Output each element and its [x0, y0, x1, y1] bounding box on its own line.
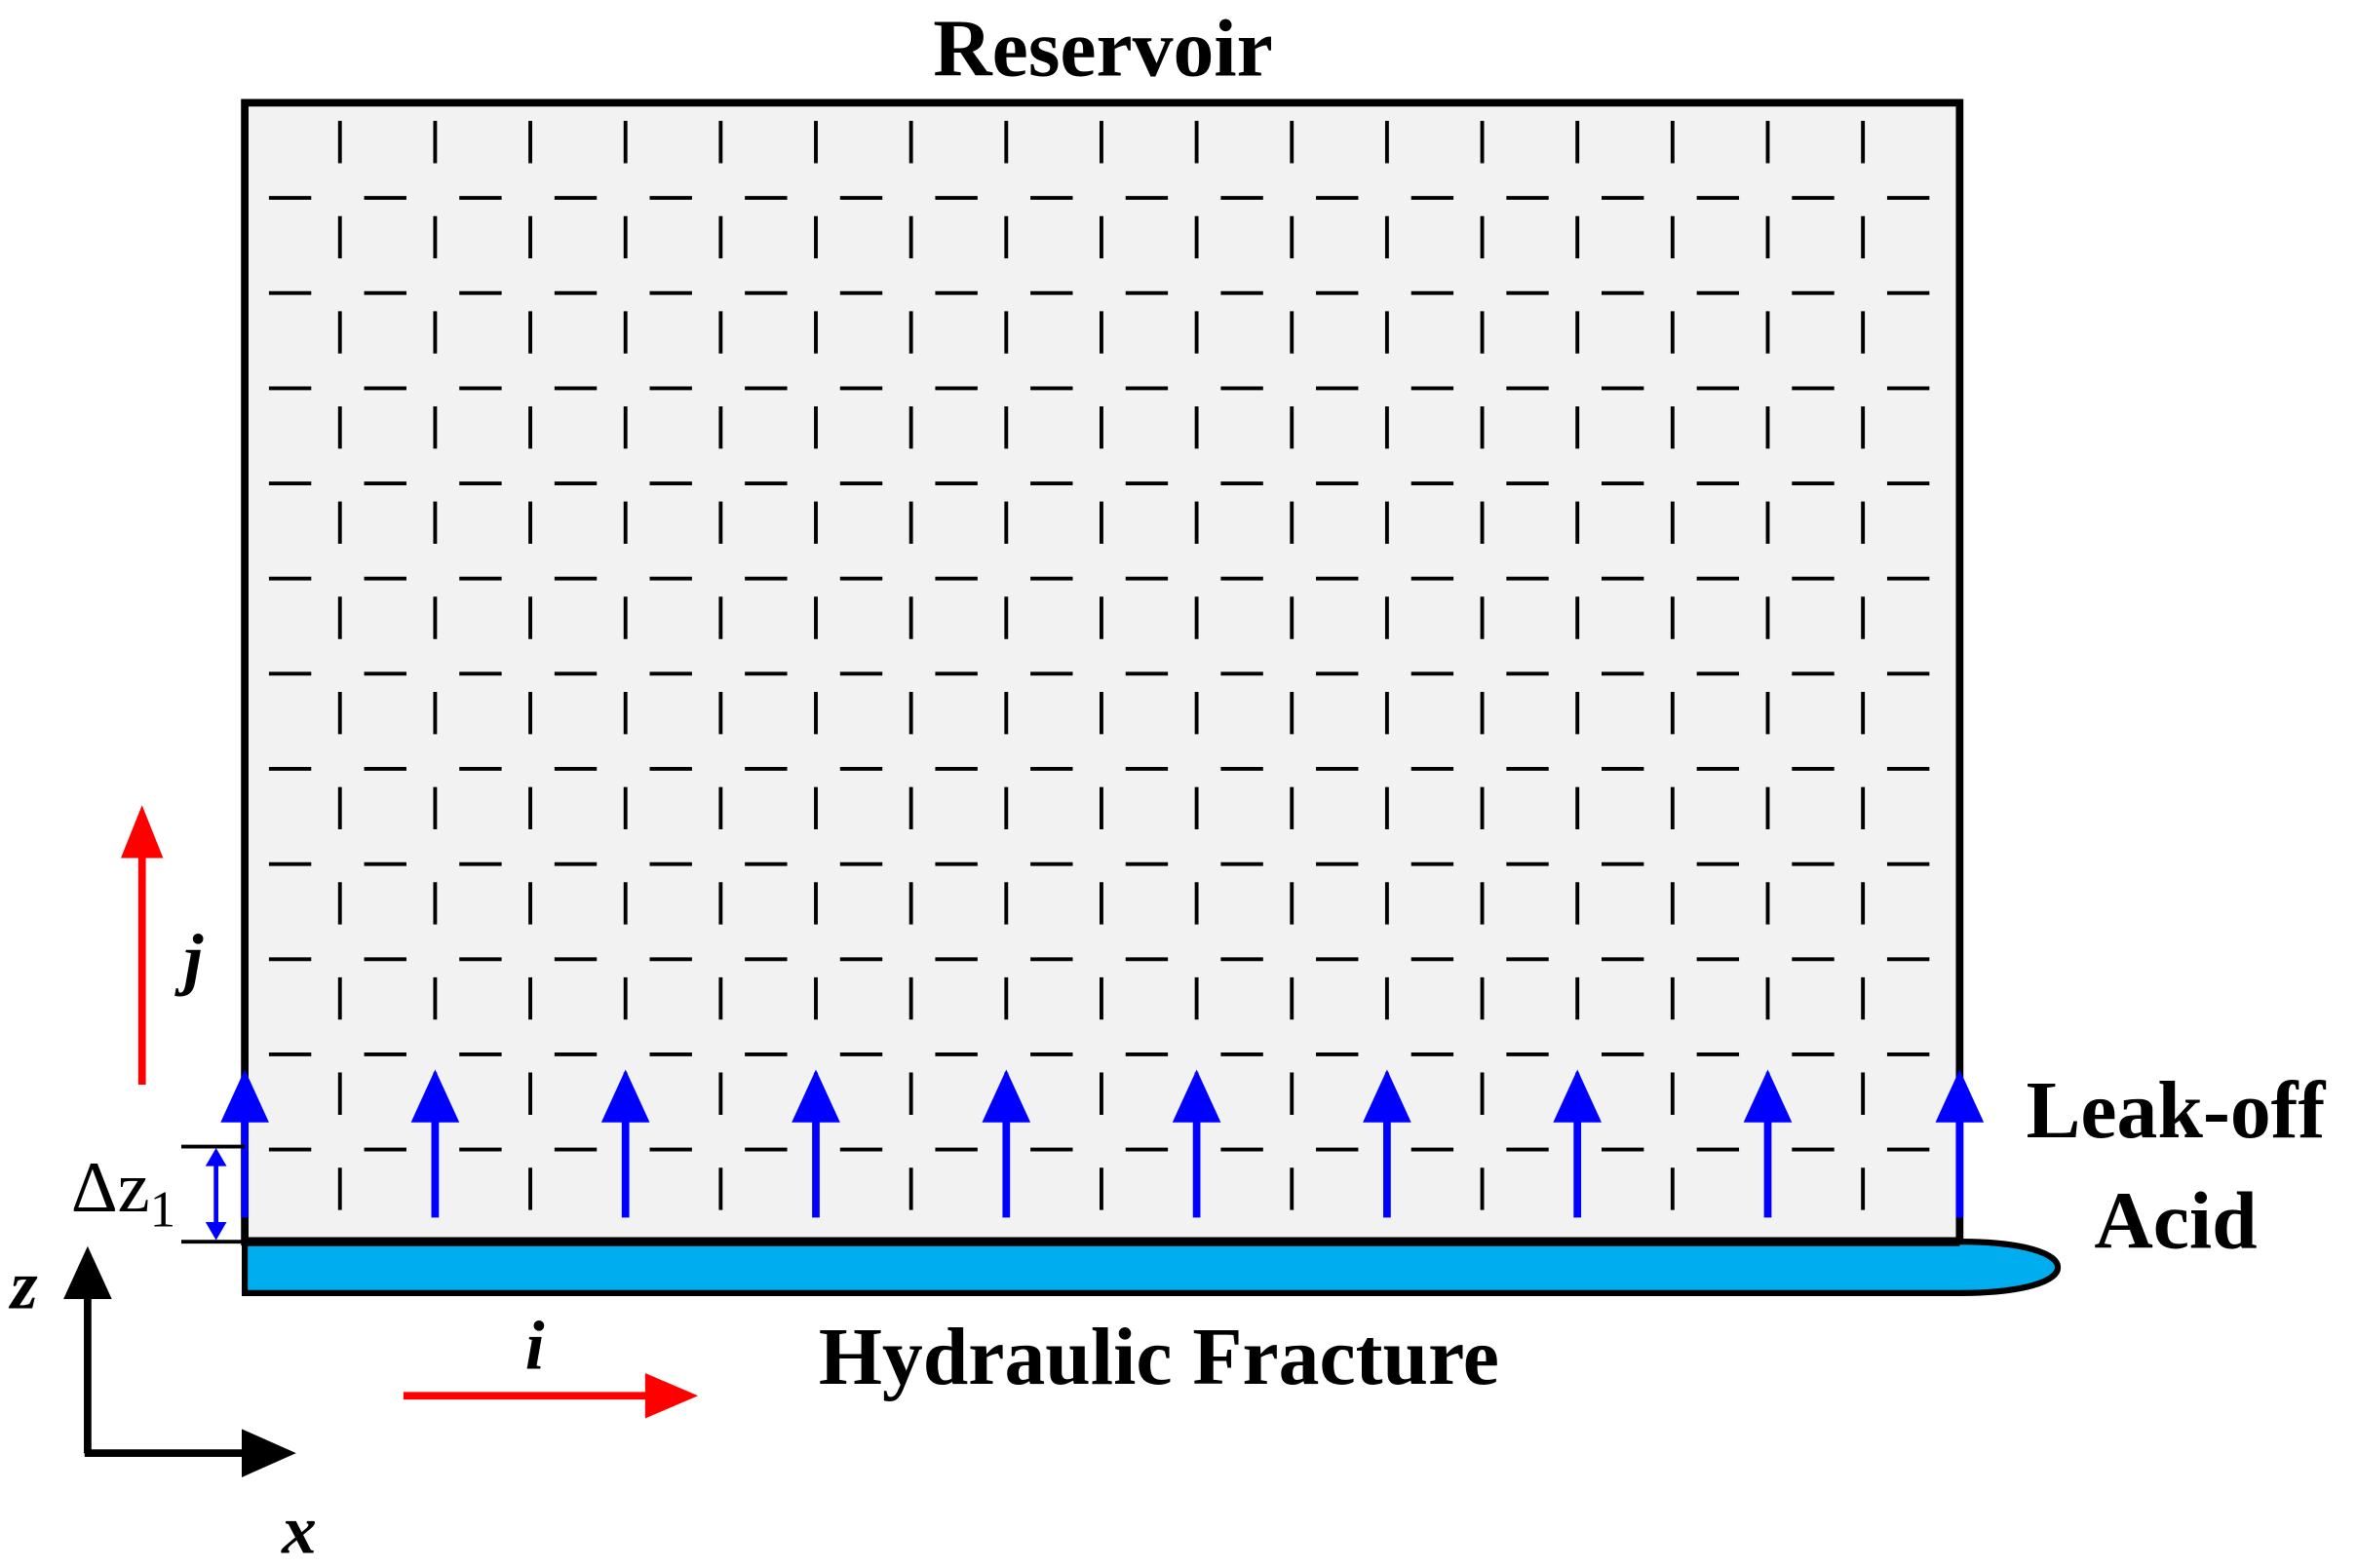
- leak-off-label: Leak-off: [2027, 1065, 2327, 1156]
- fracture-label: Hydraulic Fracture: [819, 1312, 1499, 1402]
- i-label: i: [525, 1307, 545, 1384]
- leak-off-arrow-head: [1172, 1069, 1221, 1123]
- leak-off-arrow-head: [982, 1069, 1031, 1123]
- leak-off-arrow-head: [410, 1069, 460, 1123]
- leak-off-arrow-head: [1363, 1069, 1411, 1123]
- leak-off-arrow-head: [600, 1069, 650, 1123]
- i-arrow-head: [644, 1373, 699, 1419]
- z-label: z: [8, 1246, 38, 1323]
- leak-off-arrow-head: [1553, 1069, 1602, 1123]
- fracture: [242, 1239, 2062, 1296]
- title: Reservoir: [933, 4, 1273, 95]
- j-label: j: [174, 921, 204, 998]
- leak-off-arrow-head: [1743, 1069, 1793, 1123]
- x-label: x: [281, 1491, 317, 1568]
- dz-label: Δz1: [71, 1148, 175, 1239]
- dz-subscript: 1: [150, 1182, 175, 1239]
- j-arrow-head: [121, 805, 164, 859]
- leak-off-arrow-head: [1935, 1069, 1985, 1123]
- leak-off-arrow-head: [220, 1069, 269, 1123]
- acid-label: Acid: [2094, 1175, 2257, 1266]
- dz-symbol: Δz: [71, 1148, 150, 1228]
- z-axis-head: [63, 1245, 112, 1300]
- leak-off-arrows: [220, 1069, 1985, 1218]
- x-axis-head: [242, 1429, 296, 1477]
- reservoir-box: [245, 102, 1960, 1243]
- dz-arrow-head: [205, 1148, 227, 1166]
- leak-off-arrow-head: [792, 1069, 840, 1123]
- dz-arrow-head: [205, 1222, 227, 1241]
